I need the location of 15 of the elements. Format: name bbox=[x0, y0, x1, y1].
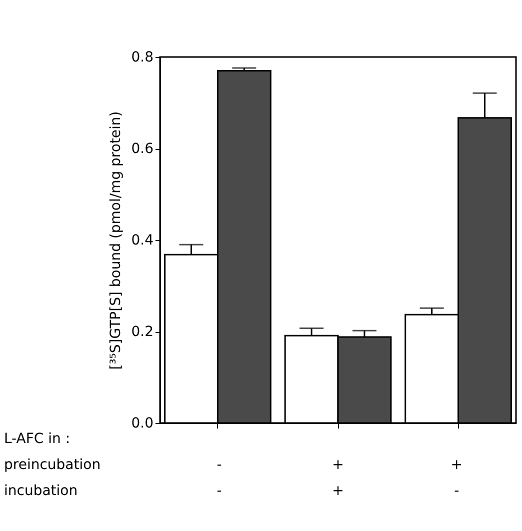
text: + bbox=[450, 457, 463, 473]
text: - bbox=[454, 483, 460, 499]
y-tick-label: 0.2 bbox=[131, 324, 154, 340]
text: + bbox=[332, 483, 344, 499]
text: preincubation bbox=[4, 457, 101, 473]
text: L-AFC in : bbox=[4, 431, 70, 447]
text: + bbox=[332, 457, 344, 473]
text: - bbox=[216, 457, 222, 473]
y-tick-label: 0.6 bbox=[131, 141, 154, 157]
y-tick-label: 0.8 bbox=[131, 50, 154, 66]
y-axis-title: [³⁵S]GTP[S] bound (pmol/mg protein) bbox=[108, 111, 124, 370]
y-tick-label: 0.0 bbox=[131, 416, 154, 432]
y-tick-label: 0.4 bbox=[131, 232, 154, 248]
text: incubation bbox=[4, 483, 78, 499]
text: - bbox=[216, 483, 222, 499]
